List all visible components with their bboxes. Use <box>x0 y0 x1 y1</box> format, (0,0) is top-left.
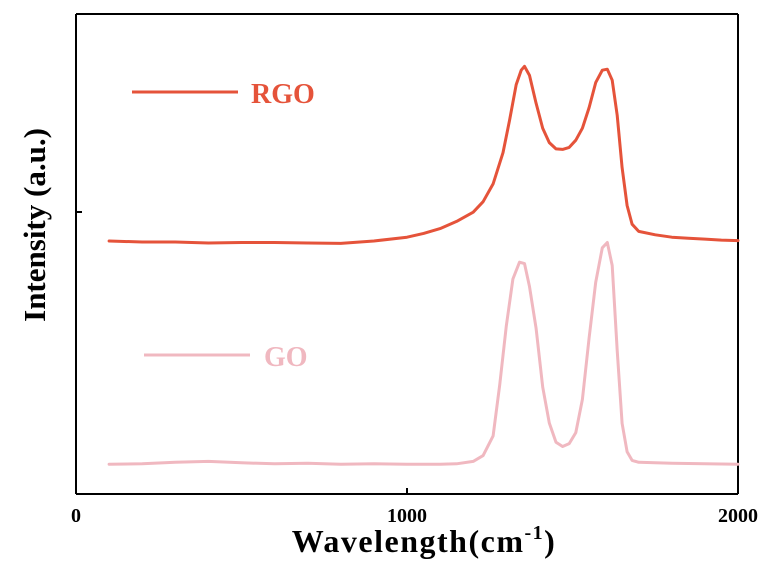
x-tick-label: 2000 <box>718 505 758 527</box>
legend: RGO GO <box>132 79 315 373</box>
x-axis-title-close: ) <box>544 523 556 559</box>
legend-label-go: GO <box>264 342 308 373</box>
x-axis-title-superscript: -1 <box>524 522 544 544</box>
plot-frame <box>75 13 739 495</box>
legend-label-rgo: RGO <box>251 79 315 110</box>
series-line-rgo <box>107 64 740 245</box>
x-axis-title: Wavelength(cm-1) <box>292 522 557 559</box>
x-tick-label: 0 <box>71 505 81 527</box>
y-axis-title: Intensity (a.u.) <box>17 128 52 322</box>
series-line-go <box>107 241 740 466</box>
series-layer <box>107 64 740 466</box>
x-axis-title-main: Wavelength(cm <box>292 523 525 559</box>
x-ticks: 0 1000 2000 <box>71 211 758 527</box>
x-tick-label: 1000 <box>387 505 427 527</box>
